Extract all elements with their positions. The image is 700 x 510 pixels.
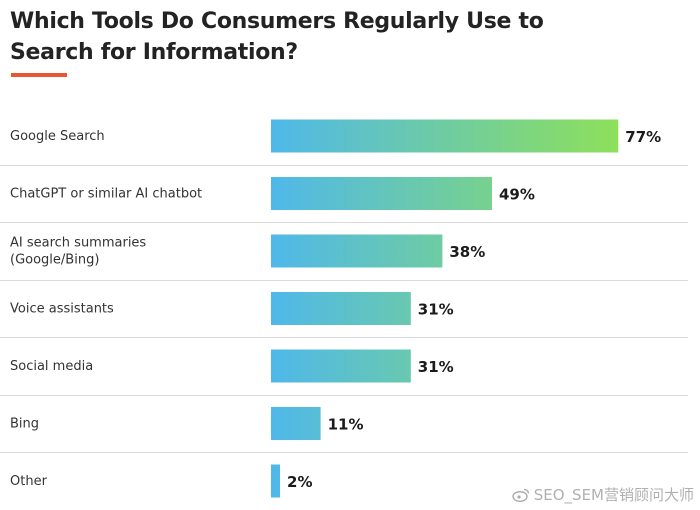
category-label: Google Search [10,129,105,144]
bar [271,407,321,440]
value-label: 11% [328,416,364,434]
category-label: Other [10,474,48,489]
title-underline [11,73,67,77]
value-label: 49% [499,186,535,204]
value-label: 77% [625,128,661,146]
value-label: 31% [418,301,454,319]
category-label: (Google/Bing) [10,253,99,268]
watermark: SEO_SEM营销顾问大师 [512,484,694,505]
value-label: 2% [287,473,312,491]
bar [271,234,443,268]
category-label: AI search summaries [10,236,146,251]
chart-title: Which Tools Do Consumers Regularly Use t… [10,9,544,65]
bar [271,349,411,383]
bar [271,464,281,498]
category-label: Voice assistants [10,302,114,317]
watermark-text: SEO_SEM营销顾问大师 [533,486,694,504]
bar [271,177,492,210]
category-label: ChatGPT or similar AI chatbot [10,187,202,202]
category-label: Social media [10,359,93,374]
category-label: Bing [10,417,39,432]
bar [271,119,619,153]
value-label: 31% [418,358,454,376]
weibo-icon [512,488,529,502]
value-label: 38% [449,243,485,261]
bar [271,292,411,325]
